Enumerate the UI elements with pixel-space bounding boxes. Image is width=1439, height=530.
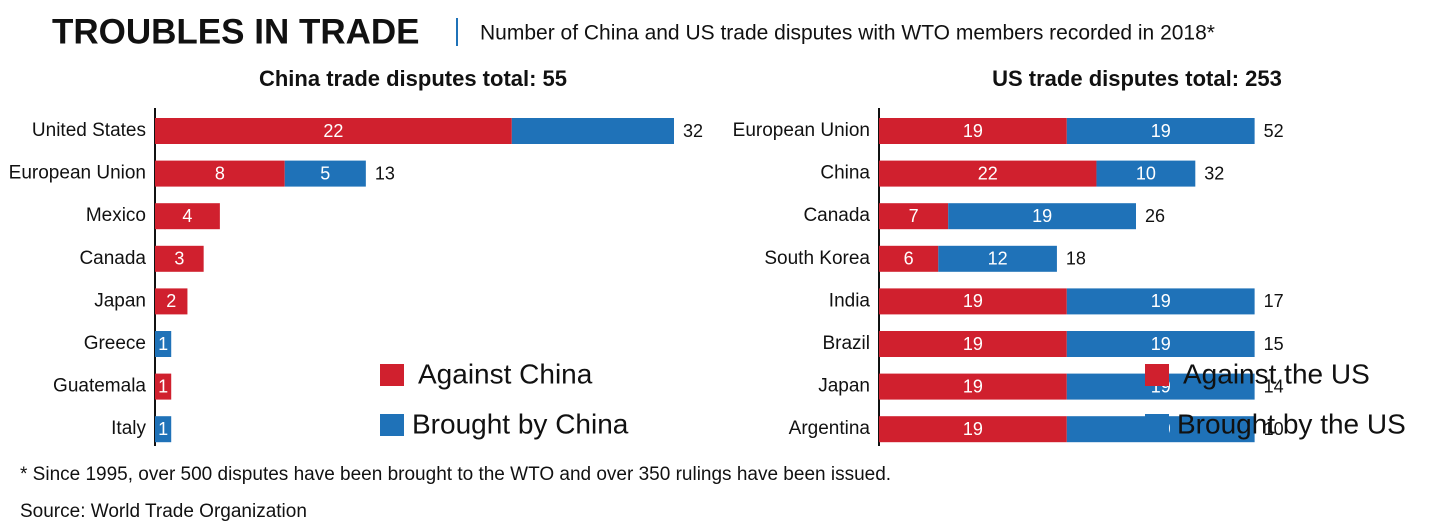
category-label: Guatemala [53,376,146,397]
segment-label: 10 [1136,163,1156,183]
category-label: Brazil [822,333,870,354]
total-label: 14 [1264,376,1284,396]
footnote: * Since 1995, over 500 disputes have bee… [20,464,891,485]
bar-segment [155,160,285,187]
total-label: 10 [1264,419,1284,439]
segment-label: 19 [963,419,983,439]
legend-swatch [380,364,404,386]
legend-label: Against the US [1183,358,1370,389]
segment-label: 19 [1032,206,1052,226]
title: TROUBLES IN TRADE [52,12,420,51]
segment-label: 1 [158,334,168,354]
subtitle: Number of China and US trade disputes wi… [480,22,1215,45]
source: Source: World Trade Organization [20,501,307,522]
bar-segment [1066,331,1255,357]
segment-label: 3 [174,249,184,269]
category-label: South Korea [764,248,870,269]
total-label: 15 [1264,334,1284,354]
bar-segment [879,160,1097,187]
segment-label: 19 [963,121,983,141]
segment-label: 5 [320,163,330,183]
legend-label: Against China [418,358,593,389]
total-label: 32 [1204,163,1224,183]
segment-label: 19 [963,291,983,311]
segment-label: 6 [904,249,914,269]
bar-segment [938,245,1057,272]
total-label: 32 [683,121,703,141]
category-label: India [829,290,871,311]
segment-label: 19 [963,334,983,354]
category-label: Greece [84,333,146,354]
category-label: Argentina [789,418,871,439]
category-label: Canada [803,205,870,226]
category-label: Canada [79,248,146,269]
bar-segment [1066,118,1255,144]
total-label: 52 [1264,121,1284,141]
total-label: 18 [1066,249,1086,269]
bar-segment [879,288,1067,315]
category-label: China [820,163,870,184]
bar-segment [155,373,172,400]
bar-segment [511,118,674,144]
category-label: Mexico [86,205,146,226]
category-label: European Union [9,163,146,184]
bar-segment [155,245,204,272]
bar-segment [155,288,188,315]
total-label: 17 [1264,291,1284,311]
bar-segment [879,245,939,272]
bar-segment [948,203,1136,230]
bar-segment [879,373,1067,400]
category-label: Japan [94,290,146,311]
category-label: Japan [818,376,870,397]
panel-title: US trade disputes total: 253 [992,66,1282,91]
category-label: United States [32,120,146,141]
panel-title: China trade disputes total: 55 [259,66,567,91]
legend-swatch [1145,364,1169,386]
segment-label: 22 [978,163,998,183]
bar-segment [284,160,366,187]
bar-segment [879,331,1067,357]
total-label: 26 [1145,206,1165,226]
bar-segment [879,203,949,230]
segment-label: 4 [182,206,192,226]
total-label: 13 [375,163,395,183]
category-label: European Union [733,120,870,141]
segment-label: 1 [158,376,168,396]
bar-segment [879,118,1067,144]
bar-segment [155,331,172,357]
segment-label: 19 [1151,291,1171,311]
bar-segment [155,203,220,230]
bar-segment [155,118,512,144]
segment-label: 2 [166,291,176,311]
bar-segment [1096,160,1196,187]
segment-label: 1 [158,419,168,439]
legend-label: Brought by the US [1177,408,1406,439]
segment-label: 8 [215,163,225,183]
segment-label: 19 [1151,334,1171,354]
segment-label: 19 [963,376,983,396]
legend-swatch [1145,414,1169,436]
segment-label: 22 [323,121,343,141]
bar-segment [1066,288,1255,315]
legend-label: Brought by China [412,408,629,439]
bar-segment [155,416,172,443]
segment-label: 12 [988,249,1008,269]
category-label: Italy [111,418,146,439]
bar-segment [879,416,1067,443]
segment-label: 19 [1151,121,1171,141]
legend-swatch [380,414,404,436]
segment-label: 7 [909,206,919,226]
